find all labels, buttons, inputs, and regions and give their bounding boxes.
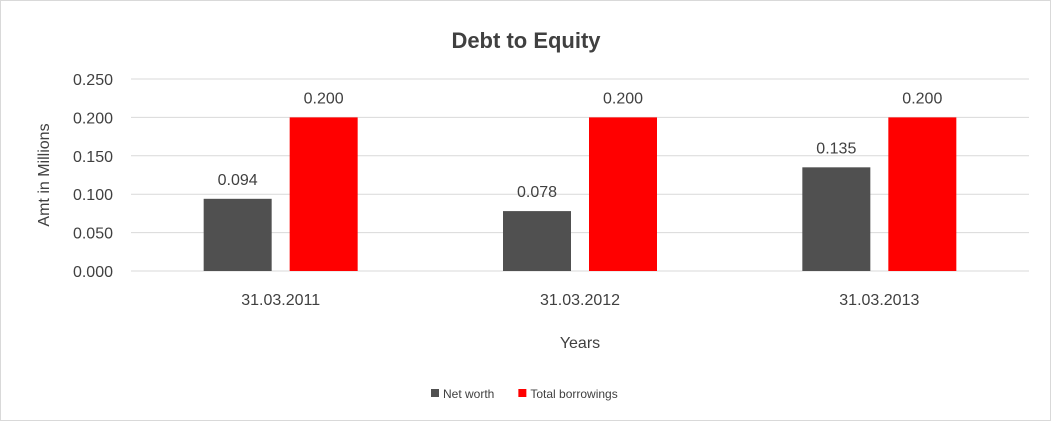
- data-label: 0.200: [603, 90, 643, 107]
- bar-total-borrowings: [589, 117, 657, 272]
- legend-label: Net worth: [443, 387, 494, 401]
- legend-swatch: [518, 389, 527, 397]
- bar-net-worth: [503, 211, 571, 271]
- y-axis-label: Amt in Millions: [36, 123, 53, 226]
- bar-net-worth: [203, 198, 272, 271]
- y-tick-label: 0.000: [73, 264, 113, 281]
- x-axis-label: Years: [560, 335, 600, 352]
- bar-total-borrowings: [289, 117, 358, 272]
- y-tick-label: 0.250: [73, 72, 113, 89]
- bar-net-worth: [802, 167, 871, 271]
- data-label: 0.094: [218, 172, 258, 189]
- data-label: 0.200: [902, 90, 942, 107]
- legend-swatch: [431, 389, 439, 397]
- bar-total-borrowings: [888, 117, 957, 272]
- chart-title: Debt to Equity: [451, 28, 601, 53]
- data-label: 0.135: [816, 140, 856, 157]
- legend-label: Total borrowings: [530, 387, 617, 401]
- y-tick-label: 0.200: [73, 110, 113, 127]
- x-tick-label: 31.03.2012: [540, 292, 620, 309]
- data-label: 0.078: [517, 184, 557, 201]
- y-tick-label: 0.100: [73, 187, 113, 204]
- data-label: 0.200: [304, 90, 344, 107]
- x-tick-label: 31.03.2011: [241, 292, 320, 309]
- y-tick-label: 0.150: [73, 149, 113, 166]
- x-tick-label: 31.03.2013: [839, 292, 919, 309]
- y-tick-label: 0.050: [73, 226, 113, 243]
